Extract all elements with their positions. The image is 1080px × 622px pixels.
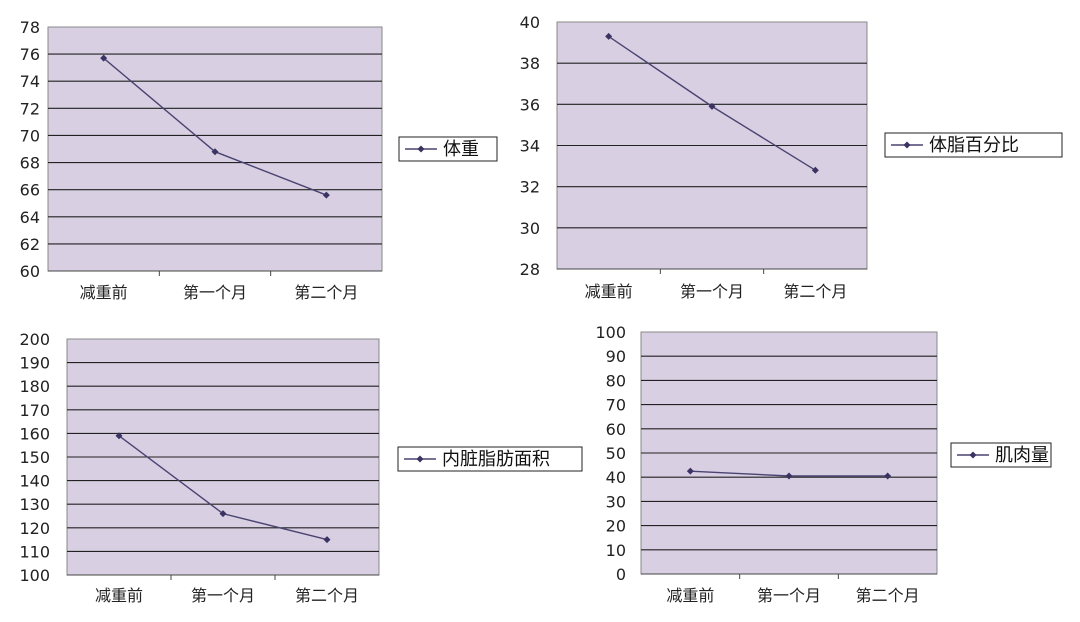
- y-tick-label: 20: [606, 517, 626, 536]
- x-category-label: 减重前: [95, 586, 143, 605]
- y-tick-label: 120: [19, 519, 50, 538]
- x-category-label: 第一个月: [680, 282, 744, 301]
- y-tick-label: 68: [20, 154, 40, 173]
- legend-marker: [903, 141, 911, 149]
- x-category-label: 第一个月: [191, 586, 255, 605]
- legend-label: 体重: [443, 139, 479, 160]
- y-tick-label: 38: [520, 54, 540, 73]
- y-tick-label: 60: [20, 262, 40, 281]
- chart-2: 28 30 32 34 36 38 40 减重前 第一个月 第二个月 体脂百分比: [520, 13, 1063, 301]
- data-point: [785, 472, 793, 480]
- data-point: [100, 54, 108, 62]
- y-tick-label: 80: [606, 371, 626, 390]
- y-tick-label: 64: [20, 208, 40, 227]
- data-point: [115, 432, 123, 440]
- y-tick-label: 30: [606, 492, 626, 511]
- x-category-label: 第二个月: [783, 282, 847, 301]
- x-category-label: 第二个月: [856, 586, 920, 605]
- data-point: [884, 472, 892, 480]
- y-tick-label: 90: [606, 347, 626, 366]
- y-tick-label: 160: [19, 424, 50, 443]
- legend-label: 内脏脂肪面积: [442, 449, 550, 470]
- y-tick-label: 200: [19, 330, 50, 349]
- y-tick-label: 74: [20, 72, 40, 91]
- y-tick-label: 70: [20, 126, 40, 145]
- legend-marker: [416, 455, 424, 463]
- y-tick-label: 76: [20, 45, 40, 64]
- y-tick-label: 40: [606, 468, 626, 487]
- chart-1: 60 62 64 66 68 70 72 74 76 78 减重前 第一个月 第二个月 体重: [20, 18, 498, 302]
- y-tick-label: 110: [19, 542, 50, 561]
- y-tick-label: 66: [20, 181, 40, 200]
- x-category-label: 减重前: [80, 283, 128, 302]
- data-point: [811, 166, 819, 174]
- y-tick-label: 34: [520, 137, 540, 156]
- y-tick-label: 170: [19, 401, 50, 420]
- y-tick-label: 190: [19, 354, 50, 373]
- y-tick-label: 30: [520, 219, 540, 238]
- y-tick-label: 130: [19, 495, 50, 514]
- x-category-label: 减重前: [666, 586, 714, 605]
- y-tick-label: 100: [595, 323, 626, 342]
- y-tick-label: 180: [19, 377, 50, 396]
- legend-marker: [969, 451, 977, 459]
- y-tick-label: 70: [606, 396, 626, 415]
- y-tick-label: 62: [20, 235, 40, 254]
- x-category-label: 第一个月: [757, 586, 821, 605]
- y-tick-label: 10: [606, 541, 626, 560]
- y-tick-label: 78: [20, 18, 40, 37]
- data-point: [605, 32, 613, 40]
- chart-4: 0 10 20 30 40 50 60 70 80 90 100 减重前 第一个月 第二个月 肌肉量: [595, 323, 1052, 605]
- y-tick-label: 60: [606, 420, 626, 439]
- data-point: [219, 510, 227, 518]
- x-category-label: 第二个月: [295, 586, 359, 605]
- data-point: [211, 148, 219, 156]
- legend-label: 肌肉量: [995, 445, 1049, 466]
- legend-label: 体脂百分比: [929, 135, 1019, 156]
- y-tick-label: 28: [520, 260, 540, 279]
- y-tick-label: 100: [19, 566, 50, 585]
- y-tick-label: 0: [616, 565, 626, 584]
- data-point: [708, 102, 716, 110]
- y-tick-label: 50: [606, 444, 626, 463]
- y-tick-label: 140: [19, 472, 50, 491]
- y-tick-label: 40: [520, 13, 540, 32]
- y-tick-label: 72: [20, 99, 40, 118]
- y-tick-label: 150: [19, 448, 50, 467]
- data-point: [686, 467, 694, 475]
- chart-3: 100 110 120 130 140 150 160 170 180 190 200 减重前 第一个月…: [19, 330, 583, 605]
- x-category-label: 第一个月: [183, 283, 247, 302]
- y-tick-label: 32: [520, 178, 540, 197]
- legend-marker: [417, 145, 425, 153]
- data-point: [322, 191, 330, 199]
- data-point: [323, 536, 331, 544]
- x-category-label: 第二个月: [294, 283, 358, 302]
- y-tick-label: 36: [520, 95, 540, 114]
- x-category-label: 减重前: [585, 282, 633, 301]
